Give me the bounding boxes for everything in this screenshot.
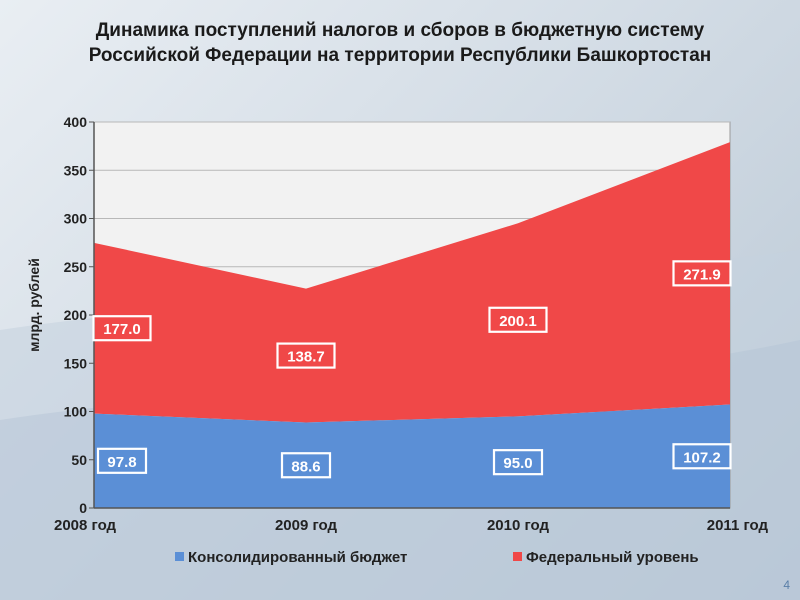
legend-swatch-federal [513, 552, 522, 561]
data-label-consolidated-3-box [672, 443, 732, 470]
x-tick-label-3: 2011 год [707, 517, 769, 534]
data-label-federal-3: 271.9 [672, 260, 732, 287]
y-tick-label-300: 300 [64, 211, 88, 227]
data-label-federal-2-text: 200.1 [499, 313, 537, 330]
data-label-consolidated-3: 107.2 [672, 443, 732, 470]
slide-title-line-1: Динамика поступлений налогов и сборов в … [95, 20, 705, 41]
data-label-federal-1-text: 138.7 [287, 349, 325, 366]
y-tick-label-350: 350 [64, 162, 88, 178]
data-label-consolidated-1-box [280, 452, 332, 479]
data-label-federal-1: 138.7 [276, 342, 336, 369]
y-tick-label-100: 100 [64, 404, 88, 420]
data-label-federal-0-box [92, 315, 152, 342]
y-tick-label-400: 400 [64, 114, 88, 130]
y-tick-label-200: 200 [64, 307, 88, 323]
x-tick-label-1: 2009 год [275, 517, 338, 534]
data-label-consolidated-2-box [492, 449, 544, 476]
legend-label-consolidated: Консолидированный бюджет [188, 549, 407, 566]
legend-swatch-consolidated [175, 552, 184, 561]
y-tick-label-50: 50 [71, 452, 87, 468]
area-federal [94, 142, 730, 423]
data-label-federal-0: 177.0 [92, 315, 152, 342]
data-label-federal-3-text: 271.9 [683, 266, 721, 283]
data-label-consolidated-3-text: 107.2 [683, 449, 721, 466]
area-consolidated [94, 404, 730, 508]
data-label-federal-2: 200.1 [488, 306, 548, 333]
y-tick-label-0: 0 [79, 500, 87, 516]
data-label-federal-2-box [488, 306, 548, 333]
data-label-consolidated-2: 95.0 [492, 449, 544, 476]
slide-number: 4 [783, 578, 790, 592]
data-label-consolidated-2-text: 95.0 [503, 455, 532, 472]
data-label-consolidated-0-box [96, 447, 148, 474]
slide-title: Динамика поступлений налогов и сборов в … [20, 18, 780, 68]
slide-title-line-2: Российской Федерации на территории Респу… [88, 45, 712, 66]
y-axis-label: млрд. рублей [26, 258, 42, 352]
legend-label-federal: Федеральный уровень [526, 549, 699, 566]
data-label-consolidated-1-text: 88.6 [291, 458, 320, 475]
y-tick-label-250: 250 [64, 259, 88, 275]
data-label-consolidated-0-text: 97.8 [107, 454, 136, 471]
data-label-federal-3-box [672, 260, 732, 287]
y-tick-label-150: 150 [64, 355, 88, 371]
x-tick-label-2: 2010 год [487, 517, 550, 534]
data-label-federal-1-box [276, 342, 336, 369]
data-label-federal-0-text: 177.0 [103, 321, 141, 338]
x-tick-label-0: 2008 год [54, 517, 117, 534]
data-label-consolidated-1: 88.6 [280, 452, 332, 479]
data-label-consolidated-0: 97.8 [96, 447, 148, 474]
